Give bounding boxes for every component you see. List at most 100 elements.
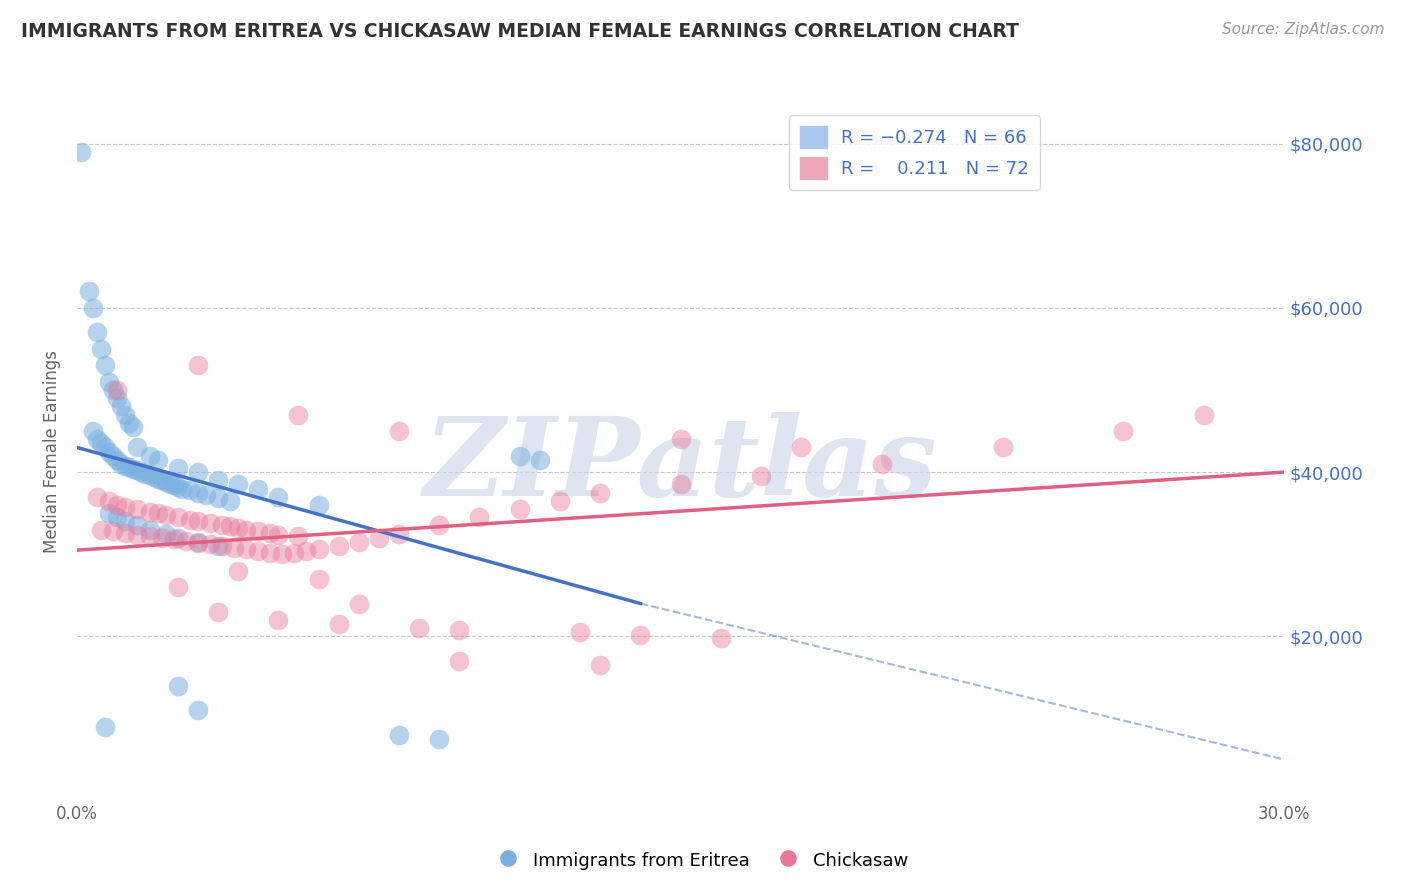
Point [70, 145, 93, 159]
Point [630, 628, 652, 642]
Point [146, 506, 169, 520]
Point [103, 449, 125, 463]
Point [187, 703, 209, 717]
Point [548, 493, 571, 508]
Point [166, 679, 188, 693]
Point [509, 502, 531, 516]
Point [267, 527, 290, 541]
Point [110, 457, 132, 471]
Point [267, 613, 290, 627]
Point [187, 535, 209, 549]
Point [219, 519, 242, 533]
Point [207, 605, 229, 619]
Point [1192, 408, 1215, 422]
Point [194, 488, 217, 502]
Point [259, 545, 281, 559]
Point [127, 502, 149, 516]
Point [1112, 424, 1135, 438]
Point [105, 452, 128, 467]
Point [138, 504, 160, 518]
Point [790, 441, 813, 455]
Text: Source: ZipAtlas.com: Source: ZipAtlas.com [1222, 22, 1385, 37]
Point [870, 457, 893, 471]
Point [166, 510, 188, 524]
Point [509, 449, 531, 463]
Point [589, 485, 612, 500]
Point [589, 658, 612, 673]
Point [187, 515, 209, 529]
Point [98, 493, 121, 508]
Point [105, 383, 128, 397]
Point [328, 539, 350, 553]
Point [287, 408, 309, 422]
Point [283, 545, 305, 559]
Point [529, 452, 551, 467]
Point [103, 383, 125, 397]
Point [110, 400, 132, 414]
Point [103, 524, 125, 539]
Point [198, 516, 221, 530]
Point [118, 416, 141, 430]
Point [134, 467, 156, 481]
Point [388, 424, 411, 438]
Point [94, 359, 117, 373]
Point [669, 432, 692, 446]
Point [198, 537, 221, 551]
Point [219, 493, 242, 508]
Point [146, 452, 169, 467]
Point [179, 513, 201, 527]
Legend: R = −0.274   N = 66, R =    0.211   N = 72: R = −0.274 N = 66, R = 0.211 N = 72 [789, 115, 1040, 190]
Point [749, 469, 772, 483]
Point [247, 482, 270, 496]
Point [166, 480, 188, 494]
Text: ZIPatlas: ZIPatlas [423, 412, 938, 519]
Point [267, 490, 290, 504]
Point [187, 359, 209, 373]
Point [86, 432, 108, 446]
Point [187, 485, 209, 500]
Point [94, 720, 117, 734]
Point [287, 529, 309, 543]
Point [114, 525, 136, 540]
Point [82, 424, 104, 438]
Point [259, 525, 281, 540]
Point [295, 544, 318, 558]
Point [170, 482, 193, 496]
Point [159, 476, 181, 491]
Point [150, 473, 173, 487]
Point [187, 535, 209, 549]
Point [118, 460, 141, 475]
Point [105, 510, 128, 524]
Point [247, 524, 270, 539]
Point [90, 523, 112, 537]
Point [166, 531, 188, 545]
Point [90, 342, 112, 356]
Point [427, 731, 450, 746]
Point [271, 547, 294, 561]
Point [94, 441, 117, 455]
Point [235, 523, 257, 537]
Point [105, 498, 128, 512]
Point [131, 465, 153, 479]
Point [82, 301, 104, 315]
Point [114, 515, 136, 529]
Point [187, 465, 209, 479]
Point [114, 500, 136, 514]
Point [127, 527, 149, 541]
Point [308, 572, 330, 586]
Point [98, 506, 121, 520]
Point [347, 597, 370, 611]
Point [155, 526, 177, 541]
Text: IMMIGRANTS FROM ERITREA VS CHICKASAW MEDIAN FEMALE EARNINGS CORRELATION CHART: IMMIGRANTS FROM ERITREA VS CHICKASAW MED… [21, 22, 1019, 41]
Point [408, 621, 430, 635]
Point [174, 534, 197, 549]
Point [114, 408, 136, 422]
Point [105, 391, 128, 405]
Point [207, 491, 229, 506]
Point [991, 441, 1014, 455]
Point [449, 654, 471, 668]
Point [388, 526, 411, 541]
Point [388, 728, 411, 742]
Point [146, 472, 169, 486]
Point [427, 518, 450, 533]
